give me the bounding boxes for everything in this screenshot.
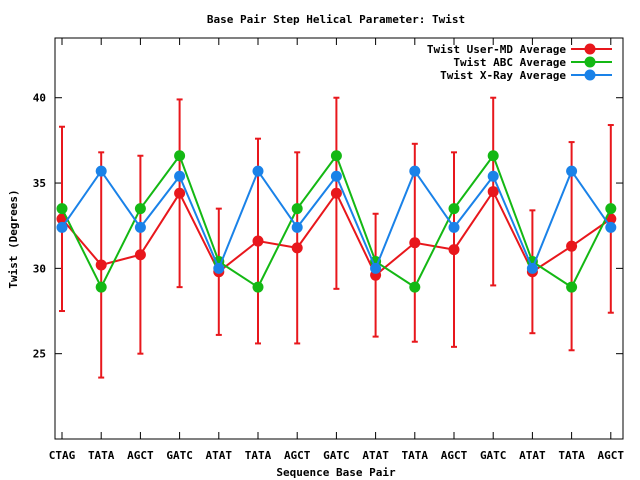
data-point [566, 281, 578, 293]
legend-marker [584, 69, 596, 81]
data-point [95, 281, 107, 293]
y-axis: 25 30 35 40 [33, 92, 623, 361]
data-point [291, 203, 303, 215]
data-point [330, 170, 342, 182]
data-point [487, 186, 499, 198]
data-point [566, 165, 578, 177]
series-2 [56, 150, 617, 293]
data-point [252, 281, 264, 293]
data-point [95, 165, 107, 177]
data-point [252, 235, 264, 247]
data-point [448, 244, 460, 256]
data-point [134, 203, 146, 215]
x-axis-label: Sequence Base Pair [276, 466, 396, 479]
data-point [605, 221, 617, 233]
data-point [134, 221, 146, 233]
data-point [526, 262, 538, 274]
data-point [174, 150, 186, 162]
data-point [95, 259, 107, 271]
legend-marker [584, 56, 596, 68]
data-point [448, 203, 460, 215]
data-point [252, 165, 264, 177]
x-tick-label: AGCT [441, 449, 468, 462]
legend-marker [584, 43, 596, 55]
data-point [605, 203, 617, 215]
data-point [487, 170, 499, 182]
data-point [174, 187, 186, 199]
data-point [56, 203, 68, 215]
series-1 [56, 96, 617, 379]
x-tick-label: AGCT [598, 449, 625, 462]
x-tick-label: TATA [245, 449, 272, 462]
x-tick-label: AGCT [127, 449, 154, 462]
data-point [409, 281, 421, 293]
data-point [174, 170, 186, 182]
x-tick-label: CTAG [49, 449, 76, 462]
data-point [291, 221, 303, 233]
series-layer [56, 96, 617, 379]
y-tick-label: 40 [33, 92, 46, 105]
y-tick-label: 35 [33, 177, 46, 190]
y-tick-label: 30 [33, 262, 46, 275]
data-point [370, 262, 382, 274]
x-tick-label: ATAT [519, 449, 546, 462]
x-axis: CTAG TATA AGCT GATC ATAT TATA AGCT GATC ATAT TATA… [49, 38, 625, 462]
x-tick-label: GATC [323, 449, 350, 462]
x-tick-label: AGCT [284, 449, 311, 462]
data-point [487, 150, 499, 162]
data-point [330, 187, 342, 199]
legend-label: Twist X-Ray Average [440, 69, 566, 82]
x-tick-label: TATA [558, 449, 585, 462]
plot-frame [54, 37, 624, 440]
x-tick-label: ATAT [362, 449, 389, 462]
data-point [409, 237, 421, 249]
x-tick-label: GATC [480, 449, 507, 462]
chart-title: Base Pair Step Helical Parameter: Twist [207, 13, 465, 26]
data-point [330, 150, 342, 162]
data-point [134, 249, 146, 261]
data-point [56, 221, 68, 233]
data-point [448, 221, 460, 233]
y-tick-label: 25 [33, 348, 46, 361]
data-point [213, 262, 225, 274]
x-tick-label: ATAT [206, 449, 233, 462]
x-tick-label: TATA [88, 449, 115, 462]
legend-label: Twist User-MD Average [427, 43, 566, 56]
legend-label: Twist ABC Average [453, 56, 566, 69]
data-point [291, 242, 303, 254]
x-tick-label: GATC [166, 449, 193, 462]
series-3 [56, 165, 617, 274]
x-tick-label: TATA [402, 449, 429, 462]
data-point [409, 165, 421, 177]
y-axis-label: Twist (Degrees) [7, 189, 20, 288]
data-point [566, 240, 578, 252]
